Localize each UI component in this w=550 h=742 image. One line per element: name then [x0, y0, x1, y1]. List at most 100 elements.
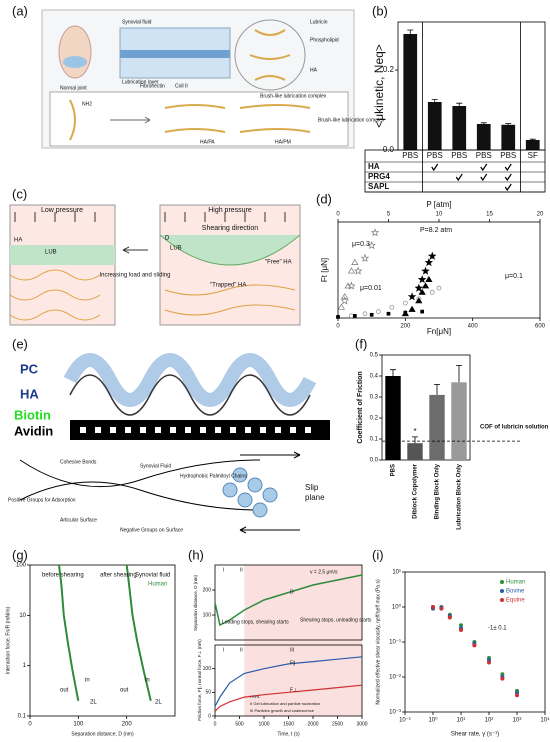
point: [407, 292, 417, 301]
error-bar: [456, 102, 463, 109]
label: μ=0.1: [505, 273, 523, 280]
y-axis-label: Normalized effective shear viscosity, ηe…: [375, 579, 381, 705]
layer-label: Avidin: [14, 423, 53, 438]
label: Low pressure: [41, 207, 83, 214]
panel-label: (h): [188, 547, 204, 562]
panel-label: (f): [355, 336, 367, 351]
x-tick-label: 10⁻¹: [399, 718, 411, 724]
label: P=8.2 atm: [420, 227, 452, 234]
label: HA/PM: [275, 139, 291, 145]
point: [421, 266, 430, 275]
plot-frame: [337, 221, 541, 319]
y-tick-label: 100: [16, 563, 27, 569]
label: *: [413, 427, 416, 436]
label: Synovial Fluid: [140, 463, 171, 469]
x-tick-label: 400: [468, 324, 479, 330]
row-label: PRG4: [368, 172, 390, 181]
label: 2L: [90, 700, 97, 706]
panel-label: (d): [316, 191, 332, 206]
y-tick-label: 10⁰: [392, 604, 402, 611]
point: [367, 240, 376, 250]
annotation: -1± 0.1: [488, 626, 507, 632]
bar: [427, 102, 442, 150]
category-label: PBS: [476, 151, 492, 160]
check: [431, 163, 439, 172]
label: F⊥: [290, 687, 297, 693]
label: HA: [14, 238, 22, 244]
table-frame: [364, 149, 546, 193]
point: [352, 314, 357, 318]
point: [417, 275, 427, 284]
label: I EHL: [250, 694, 261, 699]
label: μ=0.01: [360, 285, 382, 292]
point: [431, 605, 435, 609]
point: [425, 275, 433, 282]
panel-label: (a): [12, 3, 28, 18]
layer-label: Biotin: [14, 407, 51, 422]
point: [408, 305, 416, 312]
annotation: COF of lubricin solution: [480, 425, 549, 431]
point: [403, 310, 408, 315]
label: HA: [310, 67, 318, 73]
check: [480, 173, 488, 182]
error-bar: [431, 99, 438, 105]
category-label: Diblock Copolymer: [413, 463, 419, 518]
point: [500, 672, 505, 677]
point: [351, 258, 359, 265]
curve: [125, 564, 152, 702]
error-bar: [390, 369, 396, 376]
point: [362, 311, 368, 317]
error-bar: [407, 29, 414, 38]
x-tick-label: 10⁰: [428, 717, 438, 724]
x-tick-label: 15: [486, 212, 493, 218]
point: [353, 266, 363, 275]
bar: [501, 124, 516, 150]
label: plane: [305, 493, 325, 502]
point: [370, 228, 380, 237]
label: 2L: [155, 700, 162, 706]
y-tick-label: 0.5: [370, 353, 379, 359]
label: Fibronectin: [140, 83, 165, 89]
plot-frame: [381, 354, 471, 461]
x-axis-label: Separation distance, D (nm): [71, 731, 134, 737]
plot-frame: [397, 21, 546, 151]
label: v = 2.5 μm/s: [310, 569, 338, 575]
label: after shearing: [100, 573, 137, 579]
x-tick-label: 5: [387, 212, 391, 218]
point: [429, 290, 435, 295]
layer-label: HA: [20, 386, 39, 401]
x-tick-label: 10: [436, 212, 443, 218]
x-tick-label: 10⁴: [540, 717, 550, 724]
point: [341, 292, 349, 300]
label: Increasing load and sliding: [99, 273, 170, 279]
label: III Particles growth and coalescence: [250, 708, 315, 713]
label: Synovial fluid: [135, 573, 170, 579]
check: [504, 183, 512, 192]
category-label: PBS: [451, 151, 467, 160]
panel-label: (g): [12, 547, 28, 562]
x-tick-label: 0: [336, 324, 340, 330]
label: in: [145, 678, 150, 684]
panel-e-art: [19, 353, 330, 534]
point: [418, 288, 426, 295]
point: [459, 623, 463, 628]
label: "Trapped" HA: [210, 283, 246, 289]
label: in: [85, 678, 90, 684]
point: [337, 303, 345, 310]
x-tick-label: 200: [400, 324, 411, 330]
label: Articular Surface: [60, 517, 97, 523]
y-tick-label: 0.2: [370, 416, 379, 422]
y-tick-label: 10: [19, 613, 26, 619]
category-label: Lubrication Block Only: [457, 463, 463, 529]
y-axis-label: Coefficient of Friction: [357, 371, 364, 443]
point: [487, 660, 491, 665]
panel-c-art: [9, 204, 301, 326]
panel-label: (i): [372, 547, 384, 562]
label: High pressure: [208, 207, 252, 214]
top-axis-label: P [atm]: [426, 200, 451, 209]
point: [500, 676, 505, 681]
legend-label: Human: [506, 580, 525, 586]
legend-label: Equine: [506, 598, 525, 604]
label: D: [290, 589, 294, 595]
